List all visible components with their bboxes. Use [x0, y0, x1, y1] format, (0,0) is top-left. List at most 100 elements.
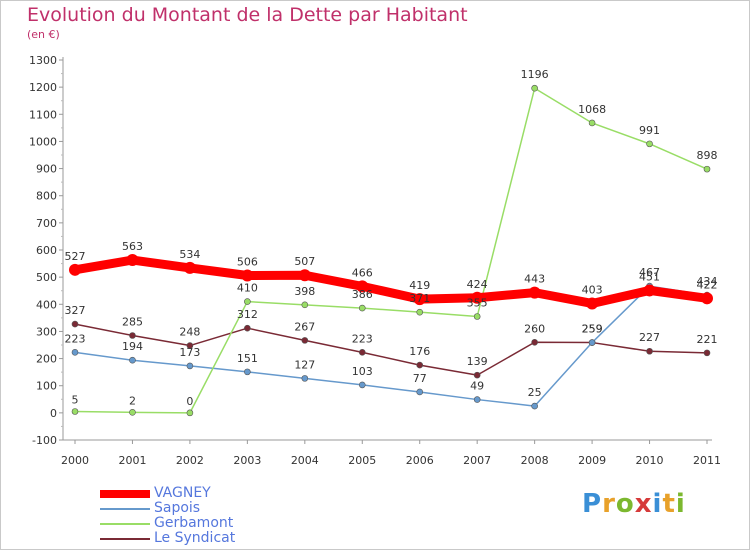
data-label-vagney: 403: [582, 283, 603, 296]
data-label-vagney: 527: [65, 250, 86, 263]
data-point-gerbamont: [71, 408, 79, 415]
series-line-le-syndicat: [74, 323, 708, 376]
data-label-le-syndicat: 327: [65, 304, 86, 317]
data-label-sapois: 25: [528, 386, 542, 399]
data-label-le-syndicat: 285: [122, 316, 143, 329]
chart-title: Evolution du Montant de la Dette par Hab…: [27, 4, 468, 26]
data-label-le-syndicat: 248: [179, 326, 200, 339]
data-point-vagney: [126, 254, 139, 267]
data-point-vagney: [528, 286, 541, 299]
logo-letter: x: [634, 489, 653, 519]
data-point-sapois: [71, 349, 79, 356]
data-point-gerbamont: [358, 304, 366, 312]
data-point-vagney: [241, 269, 254, 282]
data-label-vagney: 563: [122, 240, 143, 253]
logo-letter: i: [652, 489, 663, 519]
y-tick-label: 1000: [29, 135, 57, 148]
y-tick-label: 100: [36, 380, 57, 393]
data-label-gerbamont: 355: [467, 297, 488, 310]
legend-label: Gerbamont: [154, 515, 234, 531]
data-label-gerbamont: 2: [129, 394, 136, 407]
data-label-vagney: 443: [524, 273, 545, 286]
data-label-le-syndicat: 267: [294, 320, 315, 333]
data-point-le-syndicat: [71, 320, 79, 328]
y-tick-label: 800: [36, 190, 57, 203]
y-tick-label: 600: [36, 244, 57, 257]
data-point-le-syndicat: [244, 324, 251, 332]
logo-letter: t: [662, 489, 676, 519]
x-tick-label: 2007: [463, 454, 491, 467]
x-tick-label: 2002: [176, 454, 204, 467]
data-label-sapois: 127: [294, 358, 315, 371]
x-tick-label: 2004: [291, 454, 319, 467]
data-label-vagney: 507: [294, 255, 315, 268]
data-label-gerbamont: 5: [72, 394, 79, 407]
x-tick-label: 2003: [233, 454, 261, 467]
data-point-le-syndicat: [416, 361, 424, 369]
y-tick-label: 0: [50, 407, 57, 420]
data-point-le-syndicat: [531, 338, 538, 346]
data-point-sapois: [531, 402, 538, 410]
y-tick-label: -100: [32, 434, 57, 447]
data-point-le-syndicat: [473, 371, 481, 379]
data-point-vagney: [643, 284, 656, 297]
series-line-gerbamont: [74, 87, 708, 414]
data-label-vagney: 506: [237, 256, 258, 269]
data-label-vagney: 422: [697, 278, 718, 291]
data-label-gerbamont: 1068: [578, 103, 606, 116]
data-point-sapois: [358, 381, 366, 389]
x-tick-label: 2010: [636, 454, 664, 467]
x-tick-label: 2008: [521, 454, 549, 467]
data-label-le-syndicat: 260: [524, 322, 545, 335]
data-label-le-syndicat: 221: [697, 333, 718, 346]
data-label-le-syndicat: 223: [352, 332, 373, 345]
data-point-gerbamont: [703, 165, 711, 173]
data-point-vagney: [471, 291, 484, 304]
x-tick-label: 2006: [406, 454, 434, 467]
data-label-gerbamont: 371: [409, 292, 430, 305]
data-label-vagney: 424: [467, 278, 488, 291]
logo-letter: P: [582, 489, 603, 519]
x-tick-label: 2005: [348, 454, 376, 467]
data-point-sapois: [244, 368, 251, 376]
data-point-vagney: [586, 297, 599, 310]
data-label-gerbamont: 991: [639, 124, 660, 137]
data-point-vagney: [413, 293, 426, 306]
legend-label: VAGNEY: [154, 485, 211, 501]
data-label-vagney: 451: [639, 270, 660, 283]
data-label-sapois: 259: [582, 323, 603, 336]
legend-swatch: [100, 508, 150, 510]
data-point-gerbamont: [531, 84, 538, 92]
chart-subtitle: (en €): [27, 28, 60, 41]
data-point-vagney: [701, 292, 713, 305]
y-tick-label: 700: [36, 217, 57, 230]
data-label-sapois: 194: [122, 340, 143, 353]
data-point-le-syndicat: [301, 337, 309, 344]
data-label-vagney: 534: [179, 248, 200, 261]
y-tick-label: 1100: [29, 108, 57, 121]
y-tick-label: 200: [36, 353, 57, 366]
data-point-sapois: [129, 356, 136, 364]
y-tick-label: 900: [36, 163, 57, 176]
data-label-sapois: 49: [470, 380, 484, 393]
y-tick-label: 1300: [29, 54, 57, 67]
legend-swatch: [100, 538, 150, 540]
legend-label: Le Syndicat: [154, 530, 236, 546]
data-label-gerbamont: 386: [352, 288, 373, 301]
y-tick-label: 300: [36, 325, 57, 338]
data-point-gerbamont: [301, 301, 309, 309]
data-point-sapois: [473, 396, 481, 403]
data-label-sapois: 77: [413, 372, 427, 385]
data-point-vagney: [298, 269, 311, 282]
data-point-gerbamont: [473, 313, 481, 320]
data-label-sapois: 151: [237, 352, 258, 365]
data-point-le-syndicat: [186, 342, 194, 349]
data-point-gerbamont: [129, 409, 136, 416]
data-point-le-syndicat: [358, 349, 366, 356]
legend-swatch: [100, 523, 150, 525]
y-tick-label: 500: [36, 271, 57, 284]
data-point-vagney: [69, 263, 81, 276]
y-tick-label: 400: [36, 298, 57, 311]
data-label-sapois: 223: [65, 332, 86, 345]
